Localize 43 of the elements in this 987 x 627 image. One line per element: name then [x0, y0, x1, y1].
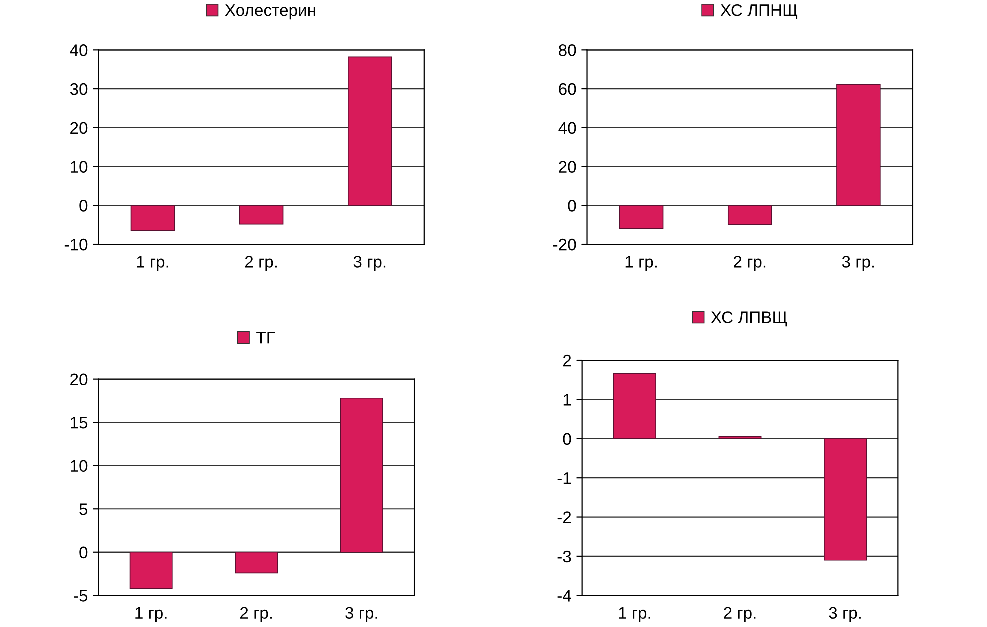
- y-tick-label: -2: [558, 512, 572, 524]
- y-tick-label: 10: [71, 460, 88, 472]
- y-tick-label: 0: [80, 200, 88, 212]
- y-tick-label: 2: [563, 354, 572, 367]
- y-tick-label: 1: [564, 394, 572, 406]
- x-tick-label: 3 гр.: [829, 607, 861, 622]
- y-tick-label: 60: [559, 83, 576, 96]
- x-tick-label: 1 гр.: [137, 256, 168, 272]
- x-tick-label: 1 гр.: [626, 256, 657, 272]
- y-tick-label: 0: [568, 200, 576, 212]
- y-tick-label: -3: [558, 550, 572, 563]
- x-tick-label: 2 гр.: [724, 607, 756, 622]
- x-tick-label: 2 гр.: [240, 607, 272, 622]
- y-tick-label: -20: [554, 238, 576, 251]
- y-tick-label: 0: [80, 546, 88, 559]
- legend-label: Холестерин: [225, 4, 316, 20]
- x-tick-label: 1 гр.: [136, 607, 167, 622]
- legend-label: ХС ЛПВЩ: [711, 312, 788, 327]
- legend-label: ХС ЛПНЩ: [720, 4, 798, 20]
- y-tick-label: -4: [558, 590, 572, 602]
- y-tick-label: 5: [80, 504, 88, 516]
- x-tick-label: 1 гр.: [619, 607, 650, 622]
- y-tick-label: 40: [70, 44, 88, 56]
- y-tick-label: 20: [559, 161, 576, 173]
- y-tick-label: 10: [71, 161, 88, 173]
- bar: [613, 373, 656, 440]
- bar: [824, 438, 868, 561]
- y-tick-label: 20: [70, 122, 88, 134]
- x-tick-label: 2 гр.: [734, 256, 766, 272]
- y-tick-label: -1: [558, 472, 572, 484]
- y-tick-label: 15: [71, 417, 88, 429]
- x-tick-label: 2 гр.: [245, 256, 277, 272]
- x-tick-label: 3 гр.: [346, 607, 378, 622]
- x-tick-label: 3 гр.: [354, 256, 386, 272]
- y-tick-label: -5: [74, 590, 88, 602]
- y-tick-label: 20: [70, 374, 88, 386]
- y-tick-label: -10: [64, 238, 88, 251]
- y-tick-label: 0: [563, 433, 572, 446]
- x-tick-label: 3 гр.: [842, 256, 874, 272]
- y-tick-label: 30: [70, 83, 88, 96]
- y-tick-label: 40: [558, 122, 576, 134]
- y-tick-label: 80: [559, 44, 576, 56]
- legend-label: ТГ: [256, 332, 276, 344]
